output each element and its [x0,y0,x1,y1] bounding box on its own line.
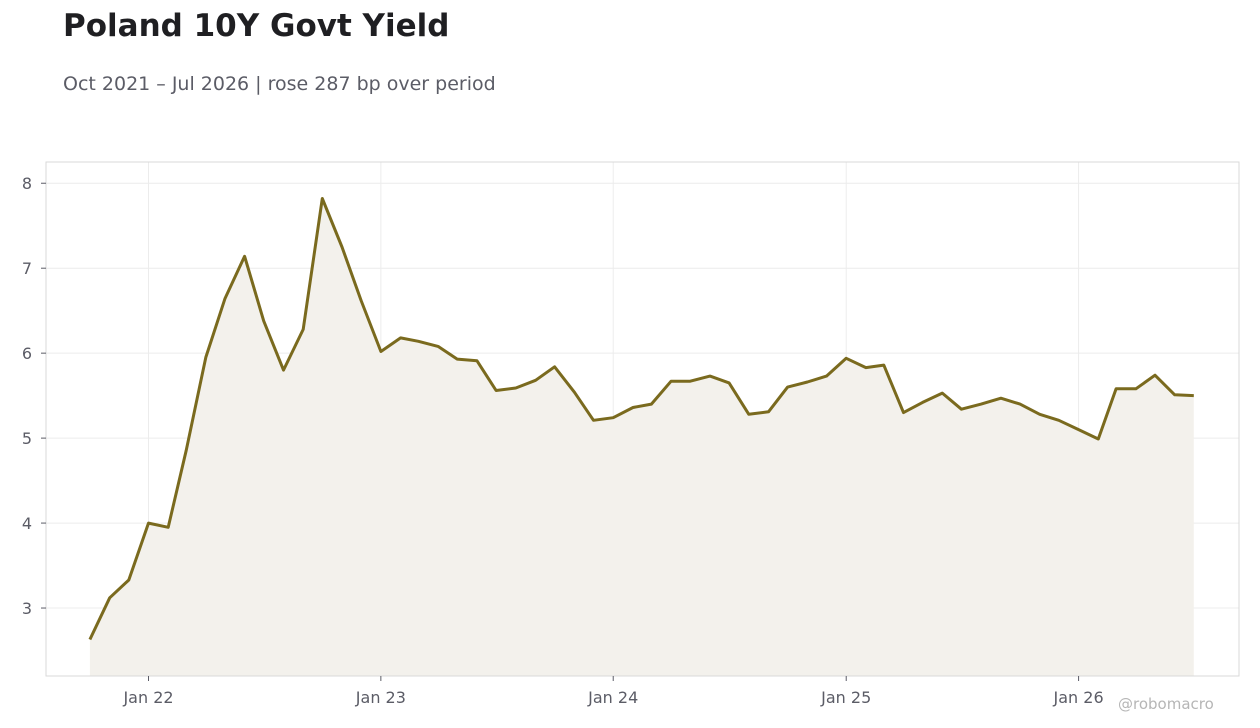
plot-frame [45,161,1240,677]
y-tick-label: 4 [22,514,32,533]
x-tick-label: Jan 22 [122,688,173,707]
y-tick-label: 3 [22,599,32,618]
chart-subtitle: Oct 2021 – Jul 2026 | rose 287 bp over p… [63,73,496,95]
chart-title: Poland 10Y Govt Yield [63,8,450,44]
y-tick-label: 6 [22,344,32,363]
y-tick-label: 5 [22,429,32,448]
x-axis: Jan 22 Jan 23 Jan 24 Jan 25 Jan 26 [122,676,1104,707]
y-tick-label: 7 [22,259,32,278]
x-tick-label: Jan 23 [355,688,406,707]
y-axis: 3 4 5 6 7 8 [22,174,46,618]
yield-area-fill [89,198,1194,676]
credit-watermark: @robomacro [1118,695,1214,713]
x-tick-label: Jan 24 [587,688,638,707]
x-tick-label: Jan 25 [820,688,871,707]
x-tick-label: Jan 26 [1053,688,1104,707]
y-tick-label: 8 [22,174,32,193]
yield-series-line [88,197,1194,641]
